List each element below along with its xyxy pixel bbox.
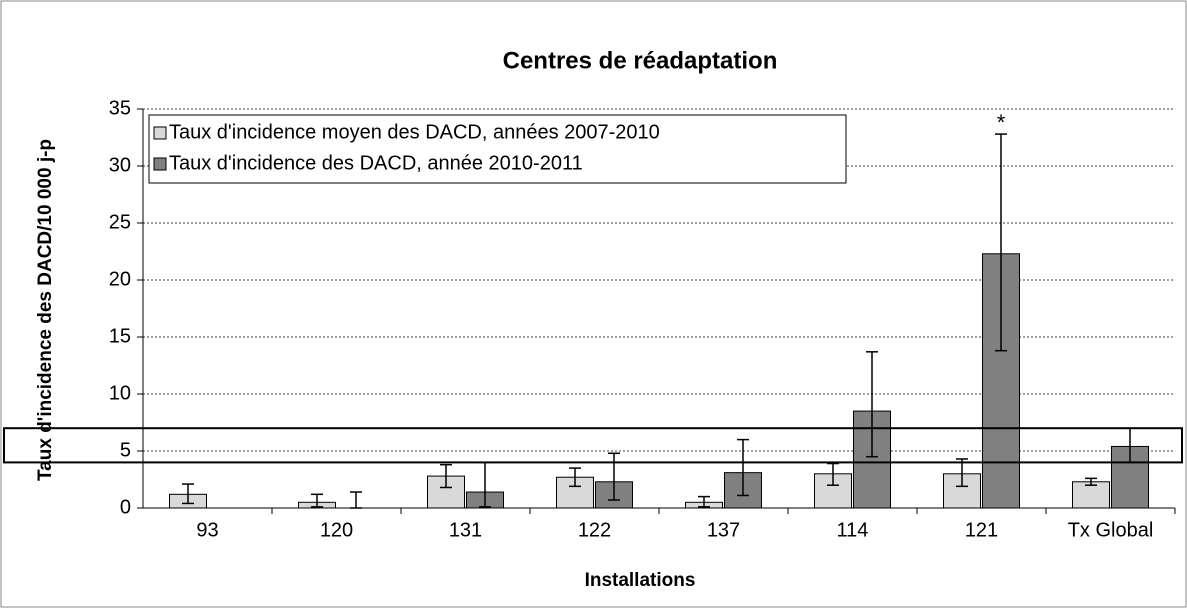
legend-swatch (153, 157, 167, 171)
bar (1072, 481, 1110, 509)
y-tick-label: 25 (109, 211, 131, 233)
y-tick-label: 0 (120, 496, 131, 518)
x-tick-label: 120 (320, 519, 353, 541)
y-tick-label: 10 (109, 382, 131, 404)
error-bar (440, 463, 452, 489)
y-tick-label: 30 (109, 154, 131, 176)
error-bar (569, 467, 581, 488)
error-bar (698, 495, 710, 508)
y-tick-label: 35 (109, 97, 131, 119)
error-bar (956, 458, 968, 488)
error-bar (1085, 477, 1097, 486)
x-tick-label: 121 (965, 519, 998, 541)
error-bar (311, 493, 323, 508)
x-axis-label: Installations (585, 570, 696, 591)
x-tick-label: 114 (837, 519, 869, 541)
legend-box (148, 114, 847, 184)
error-bar (995, 133, 1007, 352)
legend-label: Taux d'incidence des DACD, année 2010-20… (169, 152, 583, 174)
y-tick-label: 5 (120, 439, 131, 461)
x-tick-label: 131 (449, 519, 482, 541)
error-bar (866, 351, 878, 458)
reference-band (3, 427, 1183, 464)
error-bar (737, 438, 749, 497)
x-tick-label: 137 (707, 519, 740, 541)
legend-swatch (153, 126, 167, 140)
y-tick-label: 20 (109, 268, 131, 290)
error-bar (182, 483, 194, 505)
x-tick-label: Tx Global (1068, 519, 1154, 541)
legend-label: Taux d'incidence moyen des DACD, années … (169, 121, 660, 143)
chart-title: Centres de réadaptation (503, 47, 778, 74)
x-tick-label: 93 (196, 519, 218, 541)
error-bar (608, 452, 620, 501)
error-bar (350, 491, 362, 509)
y-axis-label: Taux d'incidence des DACD/10 000 j-p (35, 139, 56, 481)
y-tick-label: 15 (109, 325, 131, 347)
x-tick-label: 122 (578, 519, 611, 541)
error-bar (827, 462, 839, 486)
annotation: * (997, 110, 1006, 135)
